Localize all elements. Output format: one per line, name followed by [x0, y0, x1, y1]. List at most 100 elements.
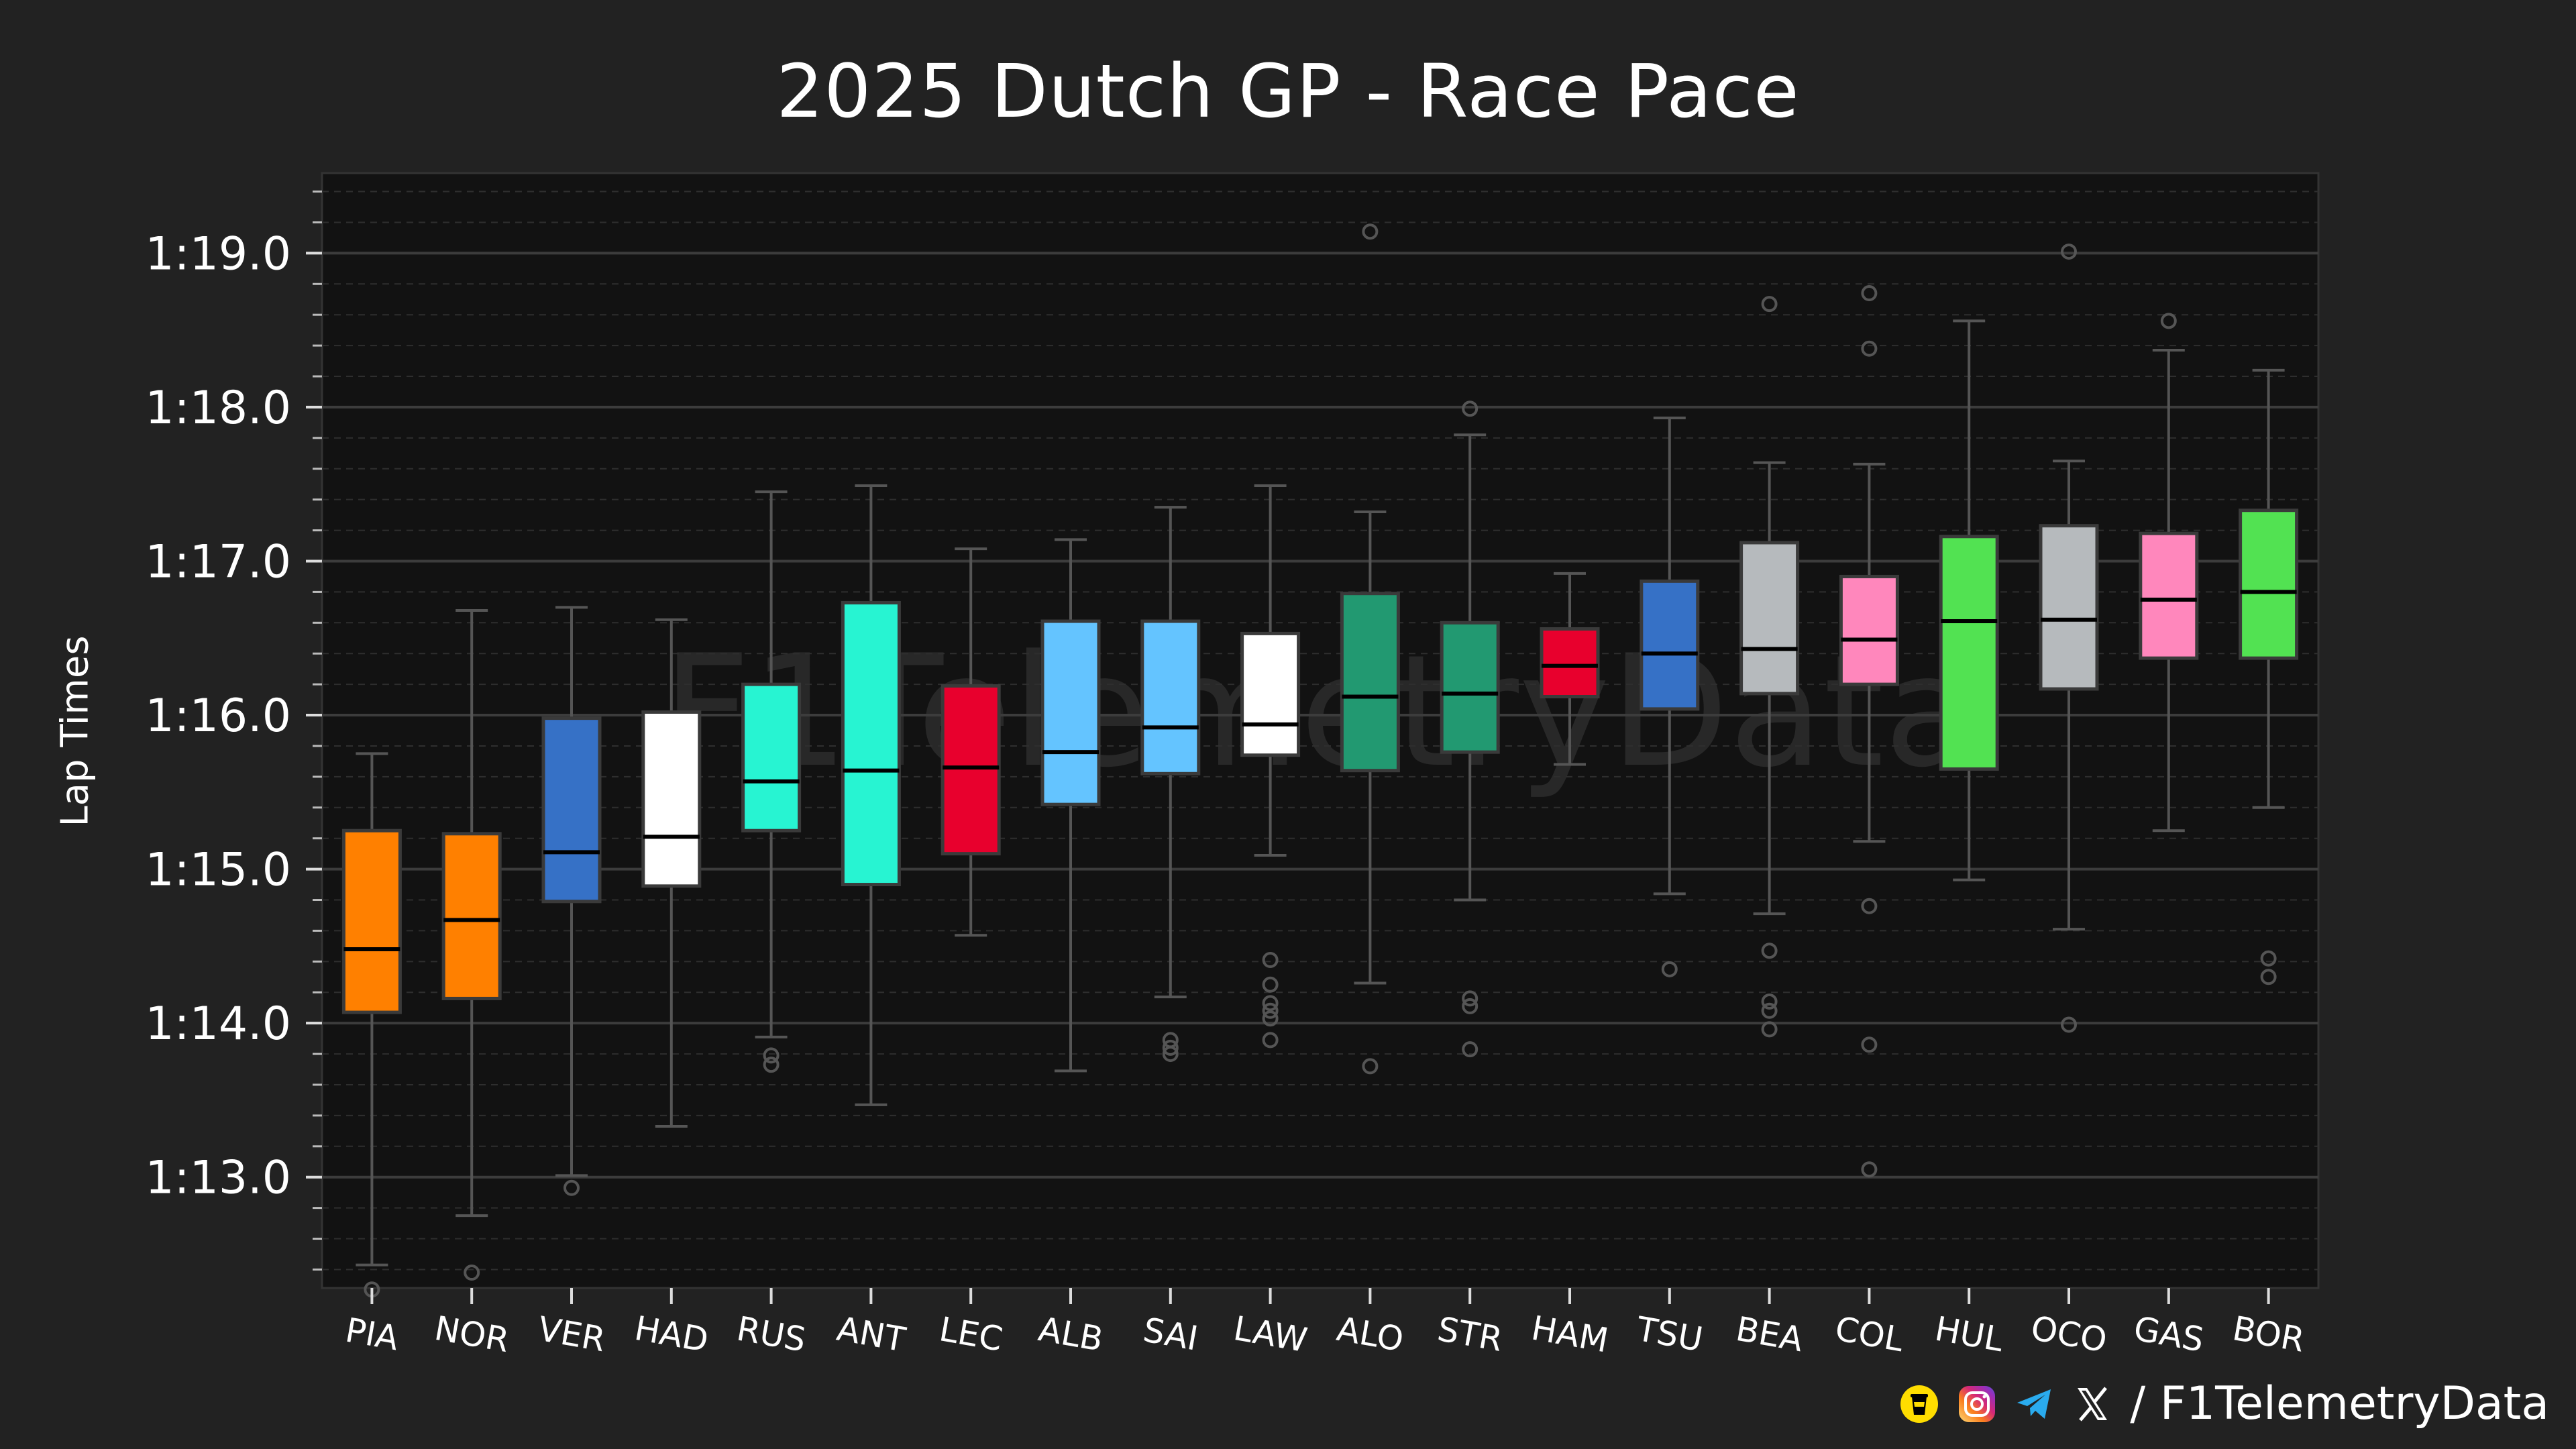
- outlier-point: [1761, 296, 1778, 313]
- outlier-point: [464, 1265, 480, 1281]
- box-had: [641, 618, 702, 1128]
- y-tick-label: 1:16.0: [145, 690, 291, 743]
- x-tick-label: GAS: [2131, 1309, 2206, 1359]
- telegram-icon[interactable]: [2015, 1384, 2055, 1424]
- x-tick-label: BOR: [2230, 1309, 2308, 1360]
- box-oco: [2039, 244, 2099, 1033]
- buymeacoffee-icon[interactable]: [1899, 1384, 1939, 1424]
- iqr-box: [841, 600, 901, 887]
- iqr-box: [1440, 621, 1500, 754]
- x-tick-label: LEC: [936, 1309, 1006, 1359]
- box-law: [1240, 484, 1301, 1049]
- outlier-point: [1262, 952, 1279, 969]
- iqr-box: [1040, 619, 1101, 806]
- outlier-point: [2061, 1016, 2077, 1033]
- x-tick-label: STR: [1435, 1309, 1506, 1359]
- x-axis: PIA NOR VER HAD RUS ANT LEC ALB SAI LAW ALO STR HAM T…: [343, 1288, 2308, 1360]
- x-tick-label: COL: [1832, 1309, 1907, 1360]
- outlier-point: [1761, 994, 1778, 1010]
- x-tick-label: TSU: [1633, 1309, 1705, 1359]
- outlier-point: [2260, 950, 2277, 967]
- box-sai: [1140, 506, 1201, 1063]
- iqr-box: [741, 682, 802, 833]
- outlier-point: [1162, 1032, 1179, 1049]
- y-axis: 1:13.0 1:14.0 1:15.0 1:16.0 1:17.0 1:18.0 1:19…: [145, 191, 322, 1271]
- iqr-box: [1739, 541, 1800, 696]
- x-tick-label: ALB: [1036, 1309, 1106, 1359]
- iqr-box: [1939, 535, 1999, 771]
- outlier-point: [1362, 1058, 1379, 1075]
- y-tick-label: 1:13.0: [145, 1152, 291, 1205]
- grid: [322, 191, 2318, 1271]
- iqr-box: [2139, 531, 2199, 660]
- outlier-point: [763, 1057, 780, 1073]
- x-tick-label: PIA: [343, 1311, 402, 1358]
- iqr-box: [341, 828, 402, 1014]
- iqr-box: [641, 710, 702, 888]
- footer-handle: / F1TelemetryData: [2130, 1377, 2549, 1430]
- outlier-point: [1861, 340, 1878, 357]
- x-tick-label: NOR: [431, 1309, 512, 1360]
- box-ham: [1540, 572, 1600, 766]
- box-nor: [441, 608, 502, 1281]
- outlier-point: [1761, 943, 1778, 959]
- outlier-point: [1362, 223, 1379, 240]
- x-tick-label: SAI: [1140, 1310, 1201, 1358]
- boxes: [341, 223, 2299, 1298]
- iqr-box: [1340, 592, 1400, 773]
- x-tick-label: LAW: [1231, 1309, 1310, 1360]
- box-hul: [1939, 319, 1999, 881]
- box-alo: [1340, 223, 1400, 1075]
- box-bea: [1739, 296, 1800, 1038]
- x-tick-label: BEA: [1733, 1309, 1806, 1360]
- outlier-point: [1761, 1002, 1778, 1019]
- outlier-point: [1262, 1002, 1279, 1019]
- outlier-point: [1262, 1032, 1279, 1049]
- outlier-point: [1861, 1036, 1878, 1053]
- y-tick-label: 1:14.0: [145, 998, 291, 1051]
- box-ant: [841, 484, 901, 1106]
- outlier-point: [1661, 961, 1678, 977]
- iqr-box: [941, 684, 1001, 856]
- outlier-point: [564, 1179, 580, 1196]
- box-bor: [2239, 368, 2299, 985]
- x-tick-label: VER: [535, 1309, 608, 1360]
- outlier-point: [1262, 995, 1279, 1012]
- chart-title: 2025 Dutch GP - Race Pace: [776, 48, 1800, 134]
- iqr-box: [2239, 508, 2299, 660]
- footer: / F1TelemetryData: [1899, 1377, 2549, 1430]
- box-str: [1440, 400, 1500, 1058]
- box-ver: [541, 606, 602, 1196]
- x-tick-label: HAM: [1529, 1308, 1611, 1360]
- iqr-box: [1140, 619, 1201, 775]
- x-tick-label: HAD: [632, 1309, 712, 1360]
- outlier-point: [1861, 285, 1878, 302]
- iqr-box: [1640, 579, 1700, 711]
- outlier-point: [1861, 1161, 1878, 1178]
- y-tick-label: 1:18.0: [145, 382, 291, 435]
- outlier-point: [1462, 998, 1479, 1014]
- y-tick-label: 1:17.0: [145, 535, 291, 588]
- box-gas: [2139, 313, 2199, 833]
- y-tick-label: 1:15.0: [145, 844, 291, 897]
- iqr-box: [1839, 574, 1899, 686]
- x-tick-label: ANT: [834, 1309, 908, 1360]
- iqr-box: [541, 716, 602, 904]
- box-rus: [741, 490, 802, 1073]
- outlier-point: [2061, 244, 2077, 260]
- outlier-point: [1861, 898, 1878, 914]
- box-pia: [341, 752, 402, 1298]
- iqr-box: [1540, 627, 1600, 698]
- iqr-box: [1240, 631, 1301, 757]
- outlier-point: [1761, 1021, 1778, 1038]
- box-tsu: [1640, 416, 1700, 977]
- x-tick-label: RUS: [734, 1309, 809, 1360]
- instagram-icon[interactable]: [1957, 1384, 1997, 1424]
- outlier-point: [1262, 1010, 1279, 1027]
- outlier-point: [1462, 400, 1479, 417]
- outlier-point: [1462, 1041, 1479, 1058]
- iqr-box: [2039, 524, 2099, 691]
- x-icon[interactable]: [2072, 1384, 2112, 1424]
- x-tick-label: OCO: [2028, 1309, 2110, 1360]
- iqr-box: [441, 832, 502, 1000]
